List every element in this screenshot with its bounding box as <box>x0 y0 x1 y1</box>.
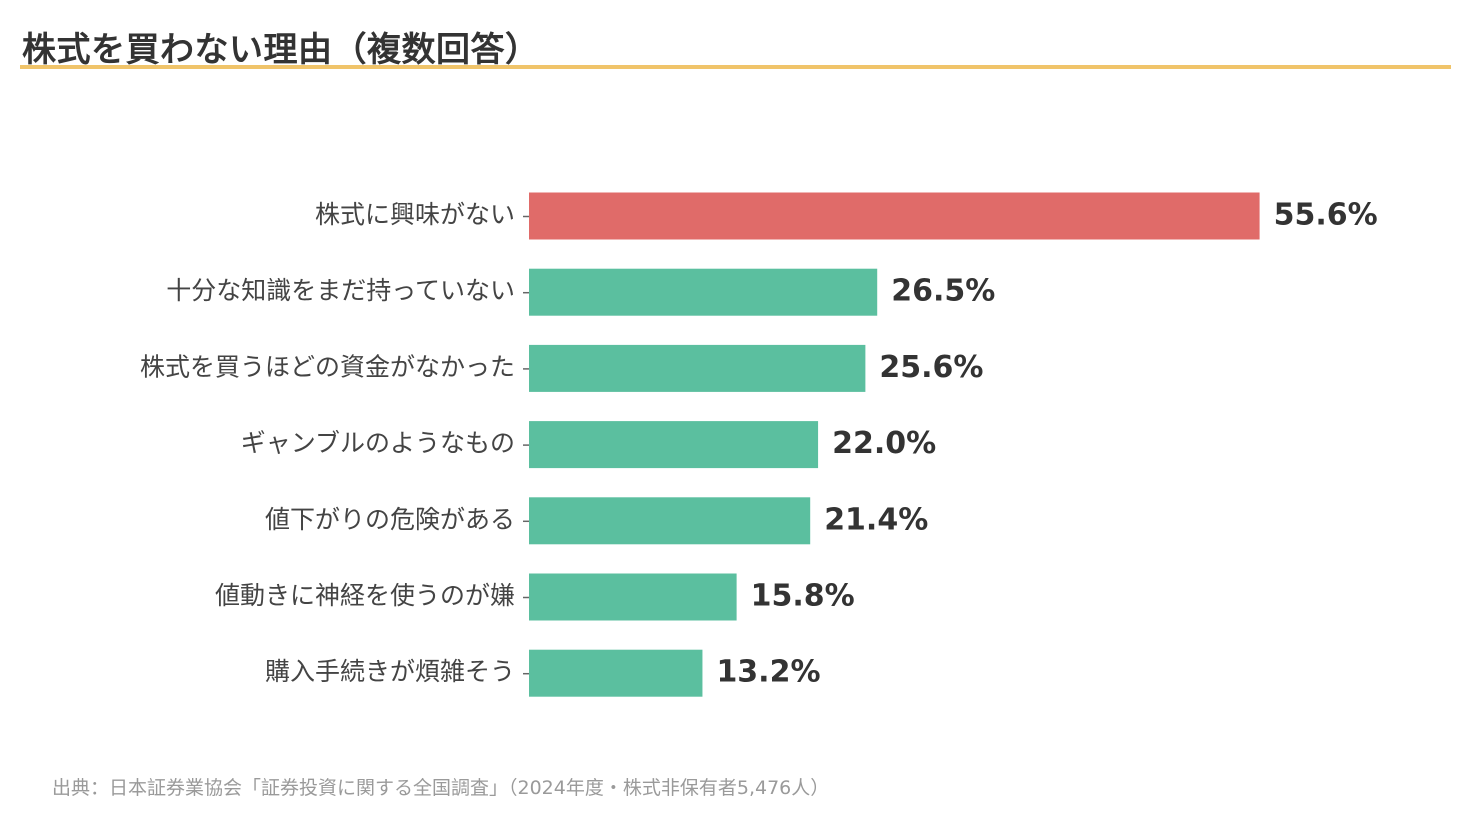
value-label-1: 26.5% <box>891 274 995 309</box>
category-label-5: 値動きに神経を使うのが嫌 <box>215 581 515 610</box>
value-label-3: 22.0% <box>832 426 936 461</box>
category-label-2: 株式を買うほどの資金がなかった <box>140 352 515 381</box>
bar-3 <box>529 421 819 469</box>
category-label-4: 値下がりの危険がある <box>265 505 515 534</box>
bar-4 <box>529 497 811 545</box>
value-label-5: 15.8% <box>751 579 855 614</box>
value-label-6: 13.2% <box>716 655 820 690</box>
category-label-0: 株式に興味がない <box>315 200 515 229</box>
bar-1 <box>529 268 878 316</box>
source-note: 出典：日本証券業協会「証券投資に関する全国調査」（2024年度・株式非保有者5,… <box>52 777 830 799</box>
bar-2 <box>529 344 866 392</box>
bar-6 <box>529 649 703 697</box>
page-title: 株式を買わない理由（複数回答） <box>22 30 540 70</box>
category-label-3: ギャンブルのようなもの <box>241 429 515 458</box>
bar-5 <box>529 573 737 621</box>
category-label-1: 十分な知識をまだ持っていない <box>166 276 515 305</box>
bars-layer: 株式に興味がない 55.6% 十分な知識をまだ持っていない 26.5% 株式を買うほどの… <box>140 192 1378 697</box>
value-label-2: 25.6% <box>879 350 983 385</box>
value-label-4: 21.4% <box>824 502 928 537</box>
bar-0 <box>529 192 1260 240</box>
category-label-6: 購入手続きが煩雑そう <box>265 657 515 686</box>
value-label-0: 55.6% <box>1274 198 1378 233</box>
bar-chart: 株式に興味がない 55.6% 十分な知識をまだ持っていない 26.5% 株式を買うほどの… <box>140 192 1378 697</box>
title-underline <box>20 65 1451 69</box>
